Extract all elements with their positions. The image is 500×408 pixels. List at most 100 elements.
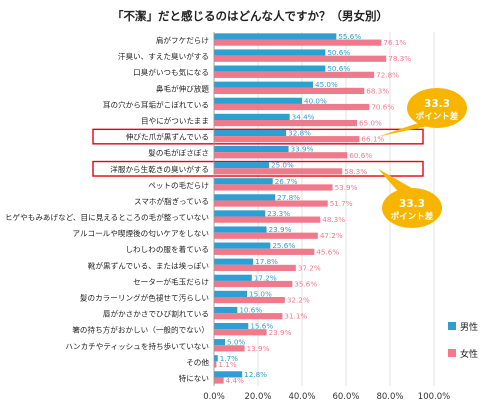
bar [214,168,343,175]
category-label: アルコールや喫煙後の匂いケアをしない [73,228,209,238]
bar [214,371,243,378]
bar [214,290,247,297]
category-label: セーターが毛玉だらけ [133,276,209,286]
x-tick-label: 80.0% [376,392,403,402]
category-label: 唇がかさかさでひび割れている [103,309,209,319]
bar [214,274,252,281]
bar [214,87,365,95]
value-label: 58.3% [344,167,367,176]
value-label: 45.6% [316,247,339,256]
bar [214,258,254,265]
bar [214,322,249,330]
value-label: 1.1% [218,360,236,369]
category-label: スマホが脂ぎっている [134,196,209,206]
bar [214,200,328,207]
bar [214,361,217,368]
bar [214,280,293,288]
value-label: 48.3% [322,215,345,224]
bar [214,248,315,255]
bar [214,145,289,153]
callout-circle [407,88,467,128]
callout-label: ポイント差 [391,211,434,222]
bar [214,226,267,233]
bar [214,162,269,169]
value-label: 25.6% [272,241,295,250]
bar [214,113,290,120]
value-label: 5.0% [227,338,245,347]
value-label: 70.6% [371,103,394,112]
highlight-box [92,160,424,177]
legend-swatch [448,322,456,330]
value-label: 26.7% [275,177,298,186]
category-label: ハンカチやティッシュを持ち歩いていない [65,341,209,351]
value-label: 45.0% [315,80,338,89]
value-label: 40.0% [304,96,327,105]
category-labels: 肩がフケだらけ汗臭い、すえた臭いがする口臭がいつも気になる鼻毛が伸び放題耳の穴か… [5,35,209,383]
value-label: 32.8% [288,128,311,137]
value-label: 34.4% [292,112,315,121]
bar [214,103,370,111]
category-label: 髪のカラーリングが色褪せて汚らしい [80,293,209,303]
bars: 55.6% 76.1% 50.6% 78.3% 50.6% 72.8% 45.0% 68.3%… [214,32,411,385]
bar [214,136,360,143]
bar [214,216,321,223]
category-label: 特にない [179,373,209,383]
value-label: 76.1% [383,38,406,47]
value-label: 25.0% [271,161,294,170]
value-label: 33.9% [291,145,314,154]
bar [214,345,245,352]
callout-value: 33.3 [424,98,450,110]
value-label: 35.6% [294,280,317,289]
value-label: 66.1% [361,135,384,144]
value-label: 72.8% [376,70,399,79]
bar [214,55,387,62]
value-label: 17.8% [255,257,278,266]
legend-label: 女性 [460,348,478,360]
category-label: 洋服から生乾きの臭いがする [110,164,209,174]
value-label: 1.7% [220,354,238,363]
category-label: 汗臭い、すえた臭いがする [118,51,209,61]
category-label: 耳の穴から耳垢がこぼれている [103,99,209,109]
value-label: 53.9% [335,183,358,192]
value-label: 37.2% [298,263,321,272]
value-label: 55.6% [338,32,361,41]
value-label: 47.2% [320,231,343,240]
bar [214,33,337,40]
x-axis: 0.0% 20.0% 40.0% 60.0% 80.0% 100.0% [203,32,450,402]
bar [214,71,375,78]
value-label: 68.3% [366,86,389,95]
value-label: 60.6% [349,151,372,160]
x-tick-label: 100.0% [418,392,450,402]
value-label: 15.0% [249,289,272,298]
value-label: 13.9% [247,344,270,353]
bar [214,242,271,249]
value-label: 31.1% [284,312,307,321]
bar [214,306,238,314]
value-label: 50.6% [327,48,350,57]
category-label: 髪の毛がぼさぼさ [148,148,209,158]
bar [214,339,225,346]
value-label: 10.6% [239,305,262,314]
category-label: 目やにがついたまま [141,116,209,126]
category-label: ヒゲやもみあげなど、目に見えるところの毛が整っていない [5,212,209,222]
callout-label: ポイント差 [416,111,459,122]
category-label: 鼻毛が伸び放題 [156,83,210,93]
bar [214,129,287,137]
x-tick-label: 60.0% [332,392,359,402]
value-label: 51.7% [330,199,353,208]
bar [214,232,318,239]
callout-value: 33.3 [399,198,425,210]
chart-title: 「不潔」だと感じるのはどんな人ですか？（男女別） [112,9,388,23]
bar [214,81,313,88]
x-tick-label: 20.0% [244,392,271,402]
bar [214,194,276,201]
bar [214,97,302,104]
value-label: 4.4% [226,376,244,385]
x-tick-label: 40.0% [288,392,315,402]
category-label: 靴が黒ずんでいる、または埃っぽい [88,260,209,270]
bar [214,355,218,362]
value-label: 17.2% [254,273,277,282]
